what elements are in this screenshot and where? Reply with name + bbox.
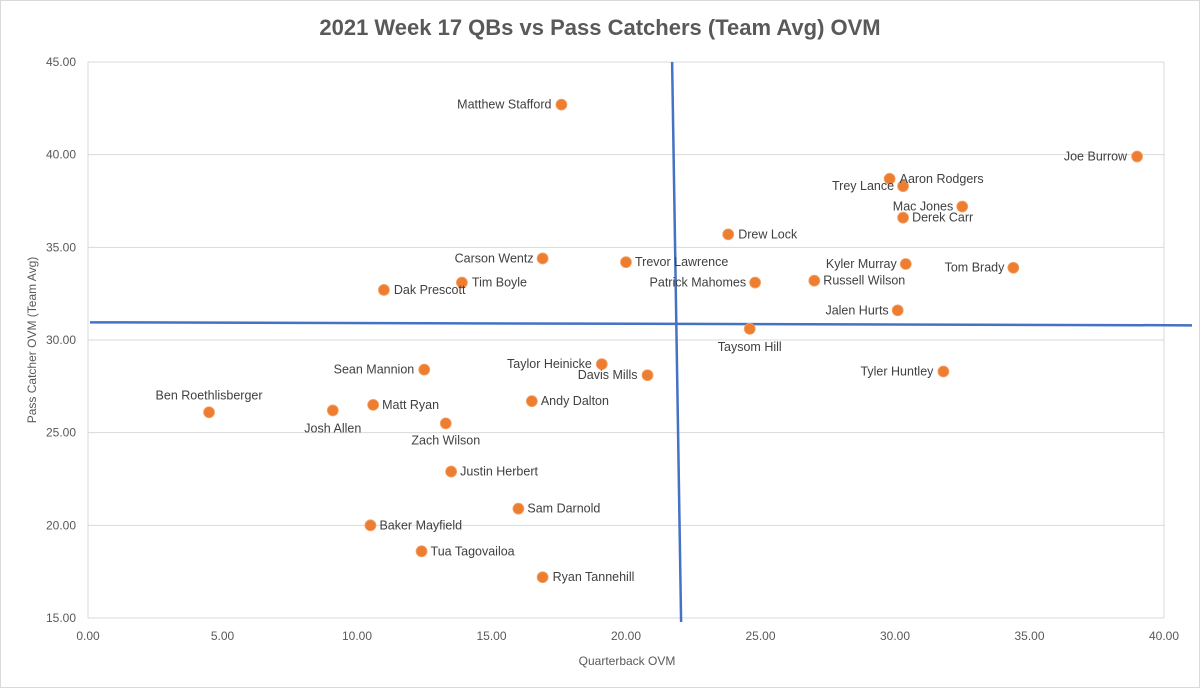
data-point <box>367 398 380 411</box>
point-label: Derek Carr <box>912 211 973 225</box>
data-point <box>536 571 549 584</box>
point-labels: Matthew Stafford Joe Burrow Aaron Rodgers T… <box>156 98 1129 585</box>
y-tick-label: 15.00 <box>46 611 76 625</box>
data-point <box>525 395 538 408</box>
point-label: Zach Wilson <box>411 433 480 447</box>
data-point <box>883 172 896 185</box>
point-label: Tua Tagovailoa <box>431 544 515 558</box>
chart-title: 2021 Week 17 QBs vs Pass Catchers (Team … <box>319 15 881 40</box>
point-label: Matthew Stafford <box>457 98 551 112</box>
point-label: Tyler Huntley <box>860 365 934 379</box>
point-label: Drew Lock <box>738 227 798 241</box>
point-label: Joe Burrow <box>1064 150 1128 164</box>
x-tick-label: 30.00 <box>880 629 910 643</box>
vertical-quadrant-line <box>670 61 683 623</box>
point-label: Jalen Hurts <box>825 303 888 317</box>
x-axis-title: Quarterback OVM <box>579 654 676 668</box>
point-label: Taylor Heinicke <box>507 357 592 371</box>
data-point <box>956 200 969 213</box>
data-point <box>456 276 468 289</box>
point-label: Matt Ryan <box>382 398 439 412</box>
point-label: Carson Wentz <box>455 251 534 265</box>
x-tick-label: 10.00 <box>342 629 372 643</box>
data-point <box>743 322 756 335</box>
x-tick-label: 25.00 <box>745 629 775 643</box>
point-label: Dak Prescott <box>394 283 466 297</box>
data-point <box>1131 150 1143 163</box>
y-tick-label: 25.00 <box>46 426 76 440</box>
data-point <box>439 417 452 430</box>
point-label: Justin Herbert <box>460 465 538 479</box>
point-label: Kyler Murray <box>826 257 898 271</box>
y-axis-title: Pass Catcher OVM (Team Avg) <box>25 257 39 424</box>
point-label: Davis Mills <box>578 368 638 382</box>
quadrant-lines <box>89 61 1193 623</box>
data-point <box>722 228 735 241</box>
data-point <box>641 369 654 382</box>
data-point <box>897 180 909 193</box>
point-label: Taysom Hill <box>718 340 782 354</box>
y-tick-label: 40.00 <box>46 148 76 162</box>
point-label: Russell Wilson <box>823 274 905 288</box>
data-point <box>1007 261 1020 274</box>
point-label: Andy Dalton <box>541 394 609 408</box>
data-point <box>203 406 215 419</box>
point-label: Tom Brady <box>945 261 1005 275</box>
point-label: Tim Boyle <box>472 276 527 290</box>
gridlines <box>87 61 1165 619</box>
x-tick-label: 0.00 <box>76 629 100 643</box>
data-point <box>749 276 762 289</box>
data-point <box>808 274 821 287</box>
data-point <box>536 252 549 265</box>
x-tick-label: 40.00 <box>1149 629 1179 643</box>
data-point <box>899 258 912 270</box>
x-tick-label: 5.00 <box>211 629 235 643</box>
data-point <box>620 256 632 269</box>
point-label: Sam Darnold <box>527 502 600 516</box>
x-tick-label: 35.00 <box>1014 629 1044 643</box>
data-points <box>203 98 1143 584</box>
x-tick-label: 15.00 <box>476 629 506 643</box>
point-label: Sean Mannion <box>334 363 415 377</box>
data-point <box>445 465 458 478</box>
data-point <box>897 211 909 224</box>
data-point <box>326 404 339 417</box>
point-label: Ben Roethlisberger <box>156 388 263 402</box>
data-point <box>595 358 608 370</box>
y-tick-label: 35.00 <box>46 240 76 254</box>
y-tick-label: 45.00 <box>46 55 76 69</box>
data-point <box>364 519 377 532</box>
data-point <box>891 304 904 317</box>
data-point <box>555 98 568 111</box>
point-label: Trevor Lawrence <box>635 255 728 269</box>
point-label: Ryan Tannehill <box>553 570 635 584</box>
tick-labels: 15.00 20.00 25.00 30.00 35.00 40.00 45.00 0.00 5… <box>46 55 1179 643</box>
y-tick-label: 30.00 <box>46 333 76 347</box>
point-label: Mac Jones <box>893 200 953 214</box>
point-label: Patrick Mahomes <box>650 276 747 290</box>
data-point <box>418 363 431 376</box>
y-tick-label: 20.00 <box>46 518 76 532</box>
data-point <box>937 365 950 378</box>
data-point <box>377 284 390 296</box>
data-point <box>415 545 428 558</box>
horizontal-quadrant-line <box>89 321 1193 327</box>
point-label: Aaron Rodgers <box>900 172 984 186</box>
x-tick-label: 20.00 <box>611 629 641 643</box>
point-label: Baker Mayfield <box>379 518 462 532</box>
data-point <box>512 502 525 515</box>
point-label: Trey Lance <box>832 179 894 193</box>
point-label: Josh Allen <box>304 421 361 435</box>
